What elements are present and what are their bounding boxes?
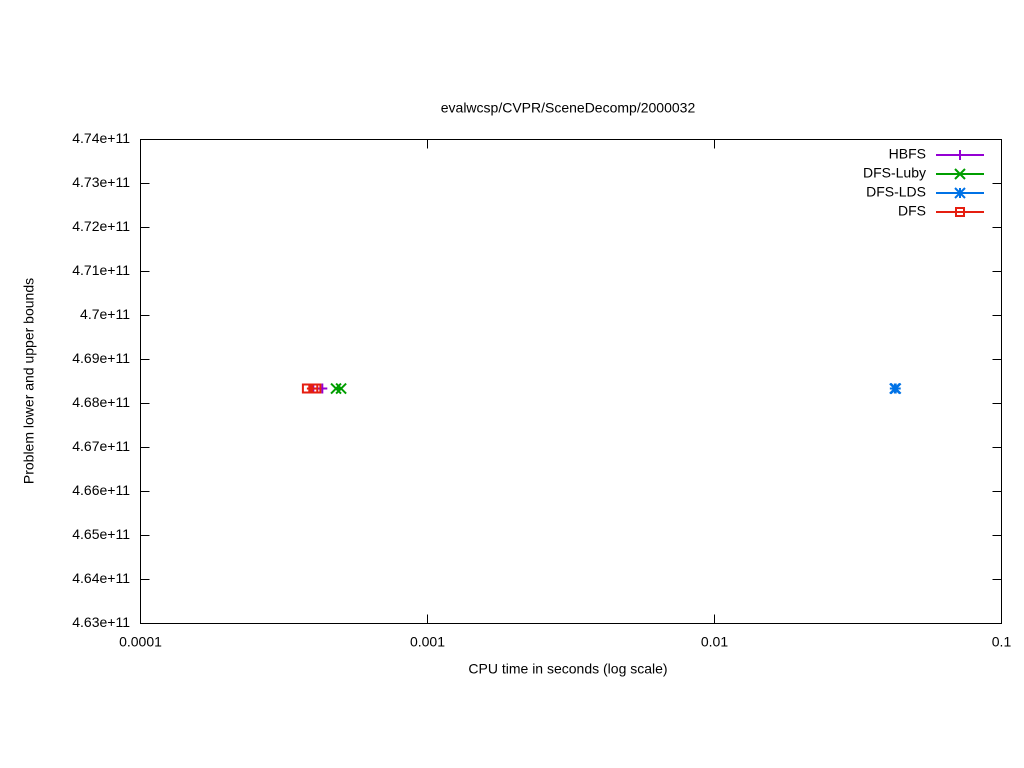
legend-label: DFS [898,203,926,219]
x-tick-label: 0.01 [701,634,728,650]
legend-label: DFS-LDS [866,184,926,200]
y-tick-label: 4.67e+11 [72,438,130,454]
legend-marker [954,168,966,180]
y-axis-label: Problem lower and upper bounds [21,278,37,484]
legend-marker [955,150,965,160]
legend-label: DFS-Luby [863,165,926,181]
y-tick-label: 4.63e+11 [72,614,130,630]
legend-marker [954,187,966,199]
point [335,382,347,395]
x-tick-label: 0.001 [410,634,445,650]
chart-title: evalwcsp/CVPR/SceneDecomp/2000032 [441,100,696,116]
y-tick-label: 4.65e+11 [72,526,130,542]
plot-frame [140,139,1002,624]
x-tick-label: 0.0001 [119,634,162,650]
point [317,383,328,394]
x-tick-label: 0.1 [992,634,1012,650]
legend-marker [955,207,965,217]
point [330,382,342,395]
y-tick-label: 4.64e+11 [72,570,130,586]
legend-label: HBFS [889,146,926,162]
y-tick-label: 4.7e+11 [80,306,130,322]
y-tick-label: 4.66e+11 [72,482,130,498]
y-tick-label: 4.68e+11 [72,394,130,410]
x-axis-label: CPU time in seconds (log scale) [468,661,667,677]
y-tick-label: 4.71e+11 [72,262,130,278]
y-tick-label: 4.74e+11 [72,130,130,146]
y-tick-label: 4.72e+11 [72,218,130,234]
point [311,383,322,394]
y-tick-label: 4.69e+11 [72,350,130,366]
point [890,382,902,395]
y-tick-label: 4.73e+11 [72,174,130,190]
